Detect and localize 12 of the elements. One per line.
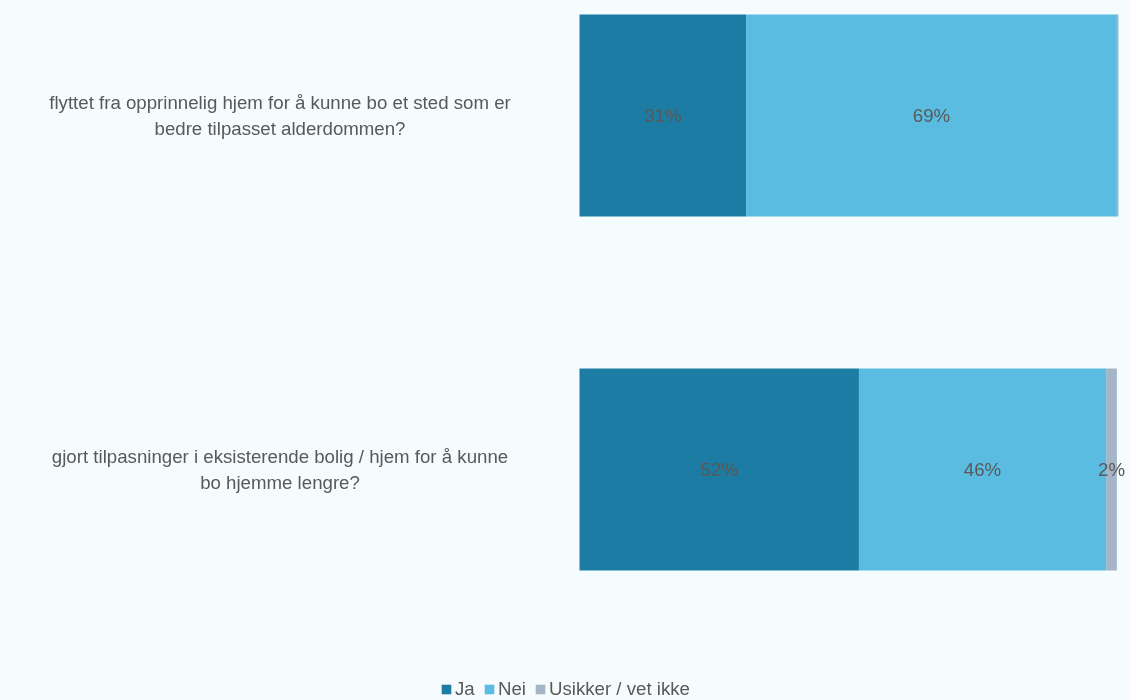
legend-label: Usikker / vet ikke — [549, 678, 690, 700]
bar — [579, 14, 747, 217]
data-label: 52% — [700, 459, 738, 480]
y-tick-label: flyttet fra opprinnelig hjem for å kunne bo et sted som er bedre tilpasset alderdommen? — [49, 92, 511, 139]
bar — [746, 14, 1117, 217]
legend-label: Ja — [455, 678, 475, 700]
data-label: 31% — [644, 105, 682, 126]
y-tick-label: gjort tilpasninger i eksisterende bolig / hjem for å kunne bo hjemme lengre? — [51, 446, 509, 493]
data-label: 69% — [912, 105, 951, 126]
data-label: 46% — [963, 459, 1002, 480]
legend-label: Nei — [498, 678, 526, 700]
bar — [579, 368, 859, 571]
